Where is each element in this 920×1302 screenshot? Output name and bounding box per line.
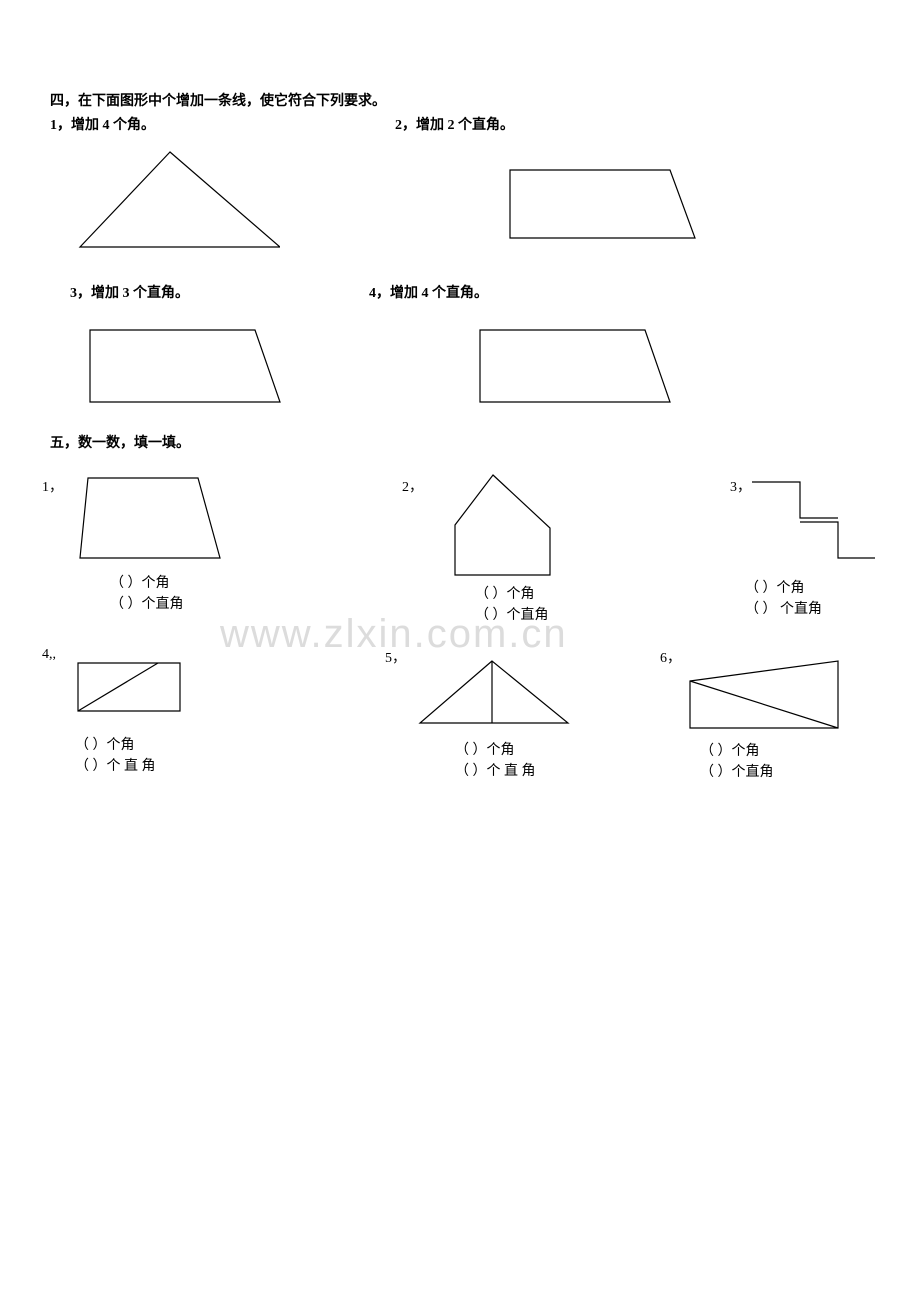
q5-5-num: 5，: [385, 647, 406, 667]
trapezoid-shape-3: [470, 320, 680, 410]
trapezoid-shape-2: [80, 320, 290, 410]
q5-2-num: 2，: [402, 476, 423, 496]
q5-6-num: 6，: [660, 647, 681, 667]
q5-2-right: （ ）个直角: [475, 605, 560, 626]
q5-4-angles: （ ）个角: [75, 735, 190, 756]
q5-3-num: 3，: [730, 476, 751, 496]
q5-shape-1: [70, 470, 225, 565]
q5-4-right: （ ）个 直 角: [75, 756, 190, 777]
section-5: 五，数一数，填一填。 1， （ ）个角 （ ）个直角 2，: [50, 432, 870, 787]
q5-5-angles: （ ）个角: [455, 740, 575, 761]
q4-1-label: 1，增加 4 个角。: [50, 114, 155, 134]
q5-6-angles: （ ）个角: [700, 741, 845, 762]
q5-5-right: （ ）个 直 角: [455, 761, 575, 782]
q5-3-right: （ ） 个直角: [745, 599, 880, 620]
q5-1-num: 1，: [42, 476, 63, 496]
q5-1-angles: （ ）个角: [110, 573, 225, 594]
section5-title: 五，数一数，填一填。: [50, 432, 870, 452]
section4-title: 四，在下面图形中个增加一条线，使它符合下列要求。: [50, 90, 870, 110]
q5-4-num: 4,,: [42, 647, 56, 663]
q5-2-angles: （ ）个角: [475, 584, 560, 605]
q5-6-right: （ ）个直角: [700, 762, 845, 783]
q4-4-label: 4，增加 4 个直角。: [369, 282, 488, 302]
q5-shape-6: [680, 653, 845, 733]
section-4: 四，在下面图形中个增加一条线，使它符合下列要求。 1，增加 4 个角。 2，增加…: [50, 90, 870, 410]
q5-1-right: （ ）个直角: [110, 594, 225, 615]
triangle-shape: [70, 142, 280, 252]
q5-shape-2: [445, 470, 560, 580]
q4-2-label: 2，增加 2 个直角。: [395, 114, 514, 134]
q5-3-angles: （ ）个角: [745, 578, 880, 599]
q5-shape-5: [410, 653, 575, 728]
q5-shape-3: [740, 470, 880, 570]
q4-3-label: 3，增加 3 个直角。: [70, 282, 189, 302]
trapezoid-shape-1: [500, 160, 700, 245]
q5-shape-4: [70, 655, 190, 717]
